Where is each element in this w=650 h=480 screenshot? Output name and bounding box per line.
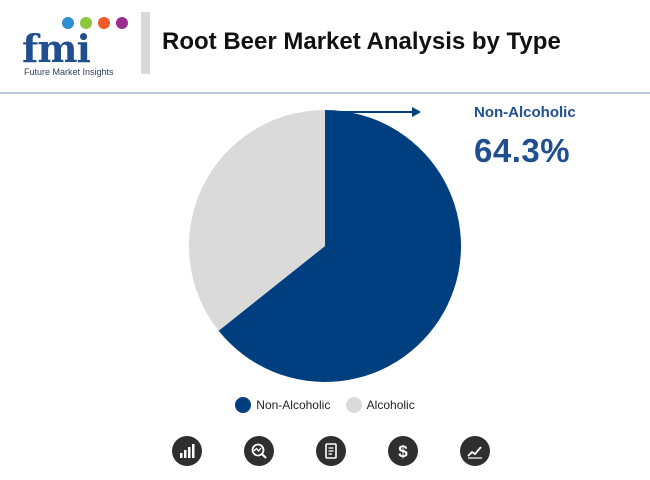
report-icon[interactable] bbox=[316, 436, 346, 466]
logo-dots-icon bbox=[62, 17, 128, 29]
legend-label-alcoholic: Alcoholic bbox=[366, 398, 415, 412]
legend-item-alcoholic[interactable]: Alcoholic bbox=[345, 397, 415, 413]
callout-category-label: Non-Alcoholic bbox=[474, 104, 576, 121]
dollar-icon[interactable]: $ bbox=[388, 436, 418, 466]
trend-chart-icon[interactable] bbox=[460, 436, 490, 466]
pie-slice-alcoholic[interactable] bbox=[189, 110, 325, 331]
callout-value-label: 64.3% bbox=[474, 132, 571, 169]
bar-chart-icon[interactable] bbox=[172, 436, 202, 466]
legend-item-non-alcoholic[interactable]: Non-Alcoholic bbox=[235, 397, 330, 413]
pie-chart bbox=[189, 107, 462, 382]
header-rule bbox=[0, 92, 650, 94]
svg-text:$: $ bbox=[398, 442, 408, 460]
pie-slice-non-alcoholic[interactable] bbox=[218, 110, 462, 382]
header-divider bbox=[141, 12, 150, 74]
footer-icon-row: $ bbox=[0, 436, 650, 470]
legend-label-non-alcoholic: Non-Alcoholic bbox=[256, 398, 331, 412]
legend-swatch-alcoholic bbox=[345, 397, 362, 413]
chart-legend: Non-Alcoholic Alcoholic bbox=[0, 397, 650, 416]
analysis-icon[interactable] bbox=[244, 436, 274, 466]
logo-text: fmi bbox=[22, 26, 91, 71]
callout-arrow-head bbox=[412, 107, 421, 117]
header: fmi Future Market Insights Root Beer Mar… bbox=[0, 0, 650, 92]
fmi-logo[interactable]: fmi Future Market Insights bbox=[22, 10, 134, 80]
logo-subtitle: Future Market Insights bbox=[24, 67, 114, 77]
legend-swatch-non-alcoholic bbox=[235, 397, 252, 413]
page-title: Root Beer Market Analysis by Type bbox=[162, 28, 561, 55]
